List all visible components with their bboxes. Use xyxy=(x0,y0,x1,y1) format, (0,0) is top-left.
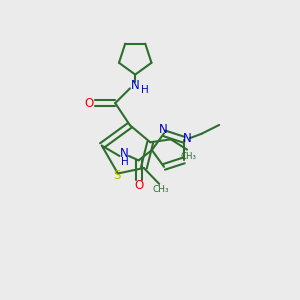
Text: CH₃: CH₃ xyxy=(152,185,169,194)
Text: N: N xyxy=(131,79,140,92)
Text: H: H xyxy=(121,157,128,167)
Text: O: O xyxy=(134,179,143,192)
Text: N: N xyxy=(159,123,168,136)
Text: N: N xyxy=(183,132,192,145)
Text: N: N xyxy=(120,147,129,160)
Text: S: S xyxy=(114,169,121,182)
Text: O: O xyxy=(85,97,94,110)
Text: CH₃: CH₃ xyxy=(181,152,196,160)
Text: H: H xyxy=(141,85,149,95)
